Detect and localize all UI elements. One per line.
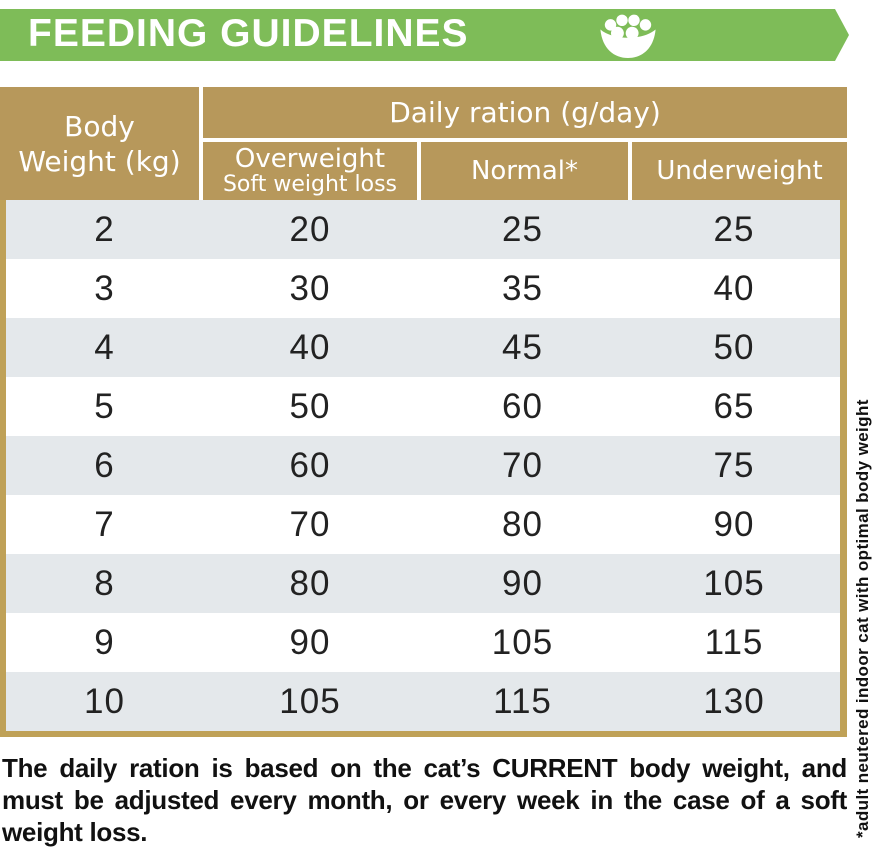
overweight-ration-cell: 80 (289, 563, 331, 603)
normal-ration-cell: 105 (491, 622, 554, 662)
underweight-ration-cell: 65 (713, 386, 755, 426)
underweight-ration-cell: 75 (713, 445, 755, 485)
normal-ration-cell: 80 (502, 504, 543, 544)
normal-ration-cell: 90 (502, 563, 543, 603)
overweight-ration-cell: 20 (289, 209, 331, 249)
normal-ration-cell: 70 (502, 445, 543, 485)
overweight-ration-cell: 60 (289, 445, 331, 485)
normal-ration-cell: 115 (493, 681, 552, 721)
normal-label: Normal* (470, 156, 579, 186)
body-weight-cell: 2 (94, 209, 115, 249)
table-row: 3 30 35 40 (6, 259, 840, 318)
underweight-ration-cell: 40 (713, 268, 755, 308)
body-weight-header: Body Weight (kg) (0, 87, 203, 200)
table-body: 2 20 25 25 3 30 35 40 4 40 45 50 5 50 60… (0, 200, 847, 737)
overweight-column-header: Overweight Soft weight loss (203, 142, 417, 200)
body-weight-header-line1: Body (64, 109, 135, 143)
body-weight-cell: 6 (94, 445, 115, 485)
normal-ration-cell: 25 (502, 209, 543, 249)
normal-ration-cell: 60 (502, 386, 543, 426)
overweight-ration-cell: 90 (289, 622, 331, 662)
underweight-ration-cell: 90 (713, 504, 755, 544)
normal-column-header: Normal* (417, 142, 628, 200)
table-header: Body Weight (kg) Daily ration (g/day) Ov… (0, 87, 847, 200)
overweight-ration-cell: 70 (289, 504, 331, 544)
normal-ration-cell: 45 (502, 327, 543, 367)
body-weight-cell: 3 (94, 268, 115, 308)
body-weight-cell: 5 (94, 386, 115, 426)
underweight-ration-cell: 130 (703, 681, 765, 721)
body-weight-cell: 10 (84, 681, 125, 721)
footer-note: The daily ration is based on the cat’s C… (2, 753, 847, 847)
underweight-ration-cell: 50 (713, 327, 755, 367)
table-row: 7 70 80 90 (6, 495, 840, 554)
body-weight-cell: 9 (94, 622, 115, 662)
table-row: 4 40 45 50 (6, 318, 840, 377)
underweight-ration-cell: 115 (704, 622, 764, 662)
body-weight-cell: 4 (94, 327, 115, 367)
overweight-ration-cell: 40 (289, 327, 331, 367)
feeding-table: Body Weight (kg) Daily ration (g/day) Ov… (0, 87, 847, 737)
kibble-bowl-icon (596, 12, 660, 58)
soft-weight-loss-label: Soft weight loss (222, 172, 398, 197)
underweight-ration-cell: 105 (703, 563, 765, 603)
body-weight-header-line2: Weight (kg) (18, 144, 181, 178)
table-row: 10 105 115 130 (6, 672, 840, 731)
table-row: 6 60 70 75 (6, 436, 840, 495)
underweight-label: Underweight (656, 156, 823, 186)
daily-ration-header: Daily ration (g/day) (203, 87, 847, 142)
body-weight-cell: 7 (94, 504, 115, 544)
banner: FEEDING GUIDELINES (0, 9, 849, 61)
table-row: 2 20 25 25 (6, 200, 840, 259)
normal-ration-cell: 35 (502, 268, 543, 308)
overweight-ration-cell: 105 (279, 681, 341, 721)
underweight-column-header: Underweight (628, 142, 847, 200)
table-row: 8 80 90 105 (6, 554, 840, 613)
overweight-label: Overweight (234, 144, 386, 174)
banner-title: FEEDING GUIDELINES (28, 12, 469, 56)
body-weight-cell: 8 (94, 563, 115, 603)
underweight-ration-cell: 25 (713, 209, 755, 249)
table-row: 9 90 105 115 (6, 613, 840, 672)
overweight-ration-cell: 30 (289, 268, 331, 308)
table-row: 5 50 60 65 (6, 377, 840, 436)
vertical-footnote: *adult neutered indoor cat with optimal … (853, 399, 872, 838)
overweight-ration-cell: 50 (289, 386, 331, 426)
